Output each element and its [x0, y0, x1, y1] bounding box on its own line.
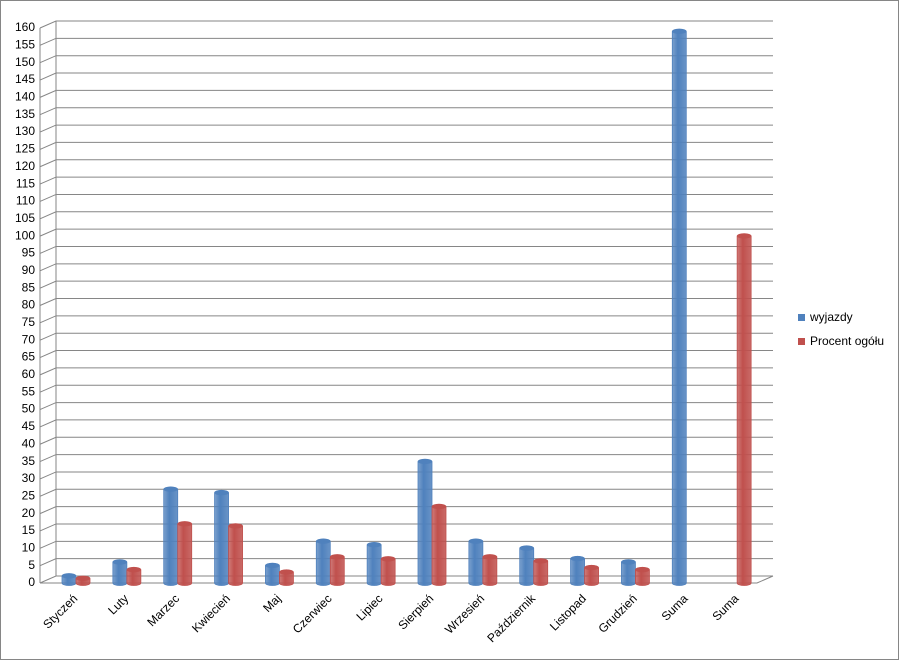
legend-label: Procent ogółu [810, 334, 884, 348]
bar-top [672, 28, 687, 34]
bar-top [177, 521, 192, 527]
bar-top [418, 459, 432, 465]
y-tick-label: 90 [22, 263, 36, 277]
y-tick-label: 5 [28, 558, 35, 572]
bar-top [330, 554, 345, 560]
y-tick-label: 25 [22, 488, 36, 502]
y-tick-label: 0 [28, 575, 35, 589]
y-tick-label: 15 [22, 523, 36, 537]
y-tick-label: 95 [22, 246, 36, 260]
bar [417, 458, 433, 586]
y-tick-label: 155 [15, 38, 35, 52]
bar [228, 523, 243, 586]
y-tick-label: 65 [22, 350, 36, 364]
y-tick-label: 105 [15, 211, 35, 225]
bar [519, 545, 535, 586]
bar-top [163, 486, 178, 492]
bar [214, 489, 229, 586]
bar-top [621, 559, 636, 565]
y-tick-label: 160 [15, 20, 35, 34]
y-tick-label: 20 [22, 506, 36, 520]
bar-top [635, 567, 650, 573]
y-tick-label: 45 [22, 419, 36, 433]
y-tick-label: 125 [15, 142, 35, 156]
y-tick-label: 85 [22, 280, 36, 294]
y-tick-label: 30 [22, 471, 36, 485]
y-tick-label: 110 [16, 194, 35, 208]
y-tick-label: 40 [22, 436, 36, 450]
bar-top [367, 542, 382, 548]
y-tick-label: 150 [15, 55, 35, 69]
bar-top [381, 556, 396, 562]
bar [736, 233, 752, 586]
bar-top [584, 565, 599, 571]
bar [315, 538, 331, 586]
bar-top [279, 569, 294, 575]
bar [366, 541, 382, 586]
bar [671, 28, 687, 586]
y-tick-label: 80 [22, 298, 36, 312]
y-tick-label: 55 [22, 384, 36, 398]
legend-swatch [798, 338, 805, 345]
y-tick-label: 120 [15, 159, 35, 173]
y-tick-label: 50 [22, 402, 36, 416]
bar [177, 521, 193, 586]
bar-top [228, 523, 243, 529]
bar-top [76, 575, 90, 581]
y-tick-label: 130 [15, 124, 35, 138]
y-tick-label: 145 [15, 72, 35, 86]
bar-top [533, 558, 548, 564]
bar-top [265, 563, 280, 569]
bar [468, 538, 484, 586]
y-tick-label: 100 [15, 228, 35, 242]
bar-top [112, 559, 127, 565]
y-tick-label: 115 [16, 176, 35, 190]
legend-label: wyjazdy [809, 310, 853, 324]
bar-top [519, 545, 534, 551]
bar [163, 486, 179, 586]
y-tick-label: 35 [22, 454, 36, 468]
bar-top [482, 554, 497, 560]
bar-top [432, 504, 446, 510]
legend-swatch [798, 314, 805, 321]
bar-top [214, 490, 229, 496]
bar-top [737, 233, 752, 239]
bar-top [126, 567, 141, 573]
bar-top [316, 538, 331, 544]
y-tick-label: 135 [15, 107, 35, 121]
y-tick-label: 10 [22, 540, 36, 554]
bar-top [468, 538, 483, 544]
y-tick-label: 140 [15, 90, 35, 104]
y-tick-label: 60 [22, 367, 36, 381]
y-tick-label: 75 [22, 315, 36, 329]
bar [431, 503, 447, 586]
y-tick-label: 70 [22, 332, 36, 346]
bar-top [62, 573, 76, 579]
bar-top [570, 556, 585, 562]
